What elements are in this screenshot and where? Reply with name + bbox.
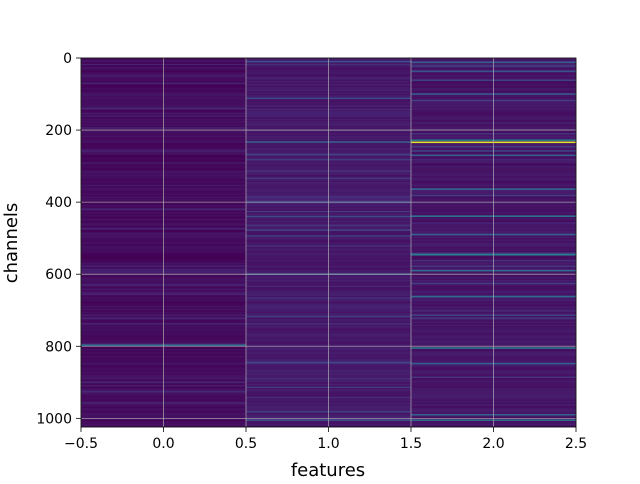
y-tick-label: 400	[45, 195, 72, 211]
grid-lines	[80, 57, 577, 427]
x-tick-label: 0.0	[152, 436, 174, 452]
y-tick-label: 1000	[36, 411, 72, 427]
x-tick-label: 0.5	[235, 436, 257, 452]
x-tick-label: 2.5	[565, 436, 587, 452]
y-tick-label: 0	[63, 51, 72, 67]
x-axis-ticks: −0.5 0.0 0.5 1.0 1.5 2.0 2.5	[64, 427, 587, 452]
x-tick-label: 2.0	[482, 436, 504, 452]
y-tick-label: 800	[45, 339, 72, 355]
y-tick-label: 600	[45, 267, 72, 283]
x-axis-label: features	[291, 460, 365, 480]
x-tick-label: 1.5	[400, 436, 422, 452]
x-tick-label: 1.0	[317, 436, 339, 452]
x-tick-label: −0.5	[64, 436, 98, 452]
y-axis-label: channels	[1, 203, 22, 284]
y-axis-ticks: 0 200 400 600 800 1000	[36, 51, 81, 427]
y-tick-label: 200	[45, 123, 72, 139]
